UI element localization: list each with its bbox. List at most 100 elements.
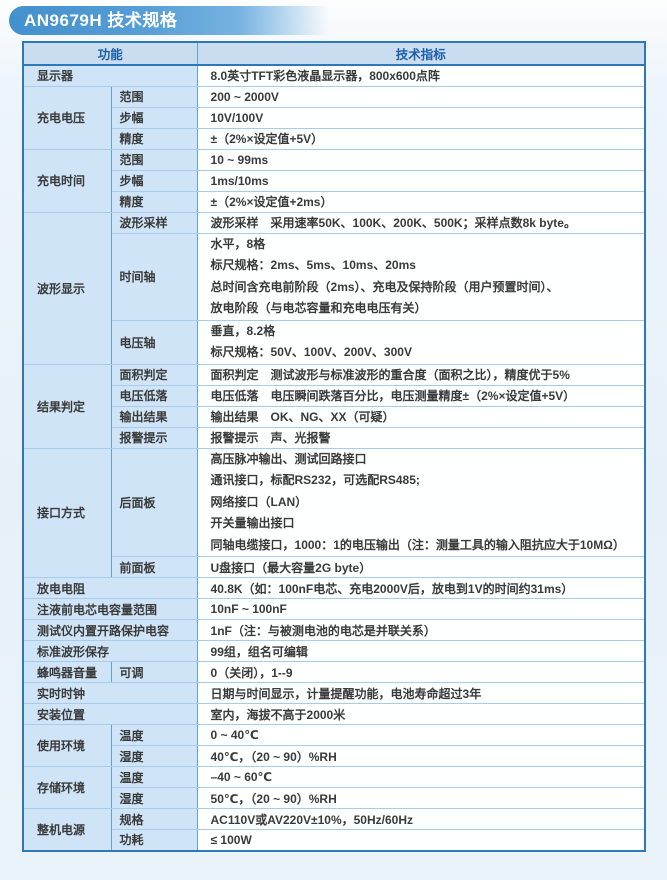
rear-panel-line: 通讯接口，标配RS232，可选配RS485; bbox=[210, 473, 420, 487]
waveform-storage-value: 99组，组名可编辑 bbox=[196, 640, 646, 662]
row-installation: 安装位置 室内，海拔不高于2000米 bbox=[22, 703, 646, 725]
row-time-axis: 时间轴 水平，8格 标尺规格：2ms、5ms、10ms、20ms 总时间含充电前… bbox=[23, 232, 646, 321]
alarm-value: 报警提示 声、光报警 bbox=[196, 426, 646, 449]
waveform-sampling-value: 波形采样 采用速率50K、100K、200K、500K；采样点数8k byte。 bbox=[196, 211, 646, 234]
power-group-label: 整机电源 bbox=[22, 808, 112, 851]
charge-time-accuracy-value: ±（2%×设定值+2ms） bbox=[196, 190, 646, 213]
time-axis-label: 时间轴 bbox=[110, 232, 198, 321]
area-judge-label: 面积判定 bbox=[110, 363, 198, 386]
row-area-judge: 结果判定 面积判定 面积判定 测试波形与标准波形的重合度（面积之比），精度优于5… bbox=[22, 363, 646, 449]
capacity-range-label: 注液前电芯电容量范围 bbox=[22, 598, 198, 620]
row-charge-time-accuracy: 精度 ±（2%×设定值+2ms） bbox=[23, 190, 646, 213]
row-waveform-storage: 标准波形保存 99组，组名可编辑 bbox=[22, 640, 646, 662]
row-capacity-range: 注液前电芯电容量范围 10nF ~ 100nF bbox=[22, 598, 646, 620]
buzzer-value: 0（关闭），1--9 bbox=[196, 661, 646, 683]
row-charge-time-range: 充电时间 范围 10 ~ 99ms bbox=[22, 148, 646, 213]
row-display: 显示器 8.0英寸TFT彩色液晶显示器，800x600点阵 bbox=[22, 64, 646, 87]
time-axis-line: 放电阶段（与电芯容量和充电电压有关） bbox=[210, 301, 427, 315]
row-voltage-drop: 电压低落 电压低落 电压瞬间跌落百分比，电压测量精度±（2%×设定值+5V） bbox=[23, 384, 646, 407]
display-label: 显示器 bbox=[22, 64, 198, 87]
discharge-resistance-label: 放电电阻 bbox=[22, 577, 198, 599]
area-judge-value: 面积判定 测试波形与标准波形的重合度（面积之比），精度优于5% bbox=[196, 363, 646, 386]
clock-label: 实时时钟 bbox=[22, 682, 198, 704]
column-header-index: 技术指标 bbox=[196, 41, 646, 66]
display-value: 8.0英寸TFT彩色液晶显示器，800x600点阵 bbox=[196, 64, 646, 87]
result-judge-group-label: 结果判定 bbox=[22, 363, 112, 449]
operating-temperature-label: 温度 bbox=[110, 724, 198, 746]
row-power-consumption: 功耗 ≤ 100W bbox=[23, 829, 646, 851]
column-header-function: 功能 bbox=[22, 41, 198, 66]
installation-value: 室内，海拔不高于2000米 bbox=[196, 703, 646, 725]
waveform-display-group-label: 波形显示 bbox=[22, 211, 112, 365]
charge-voltage-step-label: 步幅 bbox=[110, 106, 198, 129]
storage-humidity-label: 湿度 bbox=[110, 787, 198, 809]
power-consumption-label: 功耗 bbox=[110, 829, 198, 851]
power-spec-label: 规格 bbox=[110, 808, 198, 830]
charge-time-group-label: 充电时间 bbox=[22, 148, 112, 213]
discharge-resistance-value: 40.8K（如：100nF电芯、充电2000V后，放电到1V的时间约31ms） bbox=[196, 577, 646, 599]
voltage-axis-value: 垂直，8.2格 标尺规格：50V、100V、200V、300V bbox=[196, 319, 646, 365]
waveform-storage-label: 标准波形保存 bbox=[22, 640, 198, 662]
installation-label: 安装位置 bbox=[22, 703, 198, 725]
spec-table: 功能 技术指标 显示器 8.0英寸TFT彩色液晶显示器，800x600点阵 充电… bbox=[22, 41, 647, 852]
row-storage-temperature: 存储环境 温度 –40 ~ 60℃ bbox=[22, 766, 646, 809]
row-charge-time-step: 步幅 1ms/10ms bbox=[23, 169, 646, 192]
operating-humidity-label: 湿度 bbox=[110, 745, 198, 767]
row-operating-humidity: 湿度 40℃，（20 ~ 90）%RH bbox=[23, 745, 646, 767]
rear-panel-label: 后面板 bbox=[110, 447, 198, 557]
charge-time-accuracy-label: 精度 bbox=[110, 190, 198, 213]
row-buzzer: 蜂鸣器音量 可调 0（关闭），1--9 bbox=[22, 661, 646, 683]
clock-value: 日期与时间显示，计量提醒功能，电池寿命超过3年 bbox=[196, 682, 646, 704]
charge-voltage-step-value: 10V/100V bbox=[196, 106, 646, 129]
storage-temperature-value: –40 ~ 60℃ bbox=[196, 766, 646, 788]
front-panel-value: U盘接口（最大容量2G byte） bbox=[196, 556, 646, 578]
voltage-drop-value: 电压低落 电压瞬间跌落百分比，电压测量精度±（2%×设定值+5V） bbox=[196, 384, 646, 407]
table-header-row: 功能 技术指标 bbox=[22, 41, 646, 66]
voltage-axis-line: 垂直，8.2格 bbox=[210, 323, 276, 338]
row-output-result: 输出结果 输出结果 OK、NG、XX（可疑） bbox=[23, 405, 646, 428]
voltage-axis-line: 标尺规格：50V、100V、200V、300V bbox=[210, 345, 412, 359]
row-front-panel: 前面板 U盘接口（最大容量2G byte） bbox=[23, 556, 646, 578]
charge-time-range-value: 10 ~ 99ms bbox=[196, 148, 646, 171]
time-axis-line: 总时间含充电前阶段（2ms）、充电及保持阶段（用户预置时间）、 bbox=[210, 279, 559, 294]
voltage-drop-label: 电压低落 bbox=[110, 384, 198, 407]
charge-time-step-value: 1ms/10ms bbox=[196, 169, 646, 192]
operating-env-group-label: 使用环境 bbox=[22, 724, 112, 767]
rear-panel-line: 网络接口（LAN） bbox=[210, 494, 308, 509]
row-alarm: 报警提示 报警提示 声、光报警 bbox=[23, 426, 646, 449]
power-consumption-value: ≤ 100W bbox=[196, 829, 646, 851]
row-clock: 实时时钟 日期与时间显示，计量提醒功能，电池寿命超过3年 bbox=[22, 682, 646, 704]
row-storage-humidity: 湿度 50℃，（20 ~ 90）%RH bbox=[23, 787, 646, 809]
row-charge-voltage-accuracy: 精度 ±（2%×设定值+5V） bbox=[23, 127, 646, 150]
protection-capacitor-value: 1nF（注：与被测电池的电芯是并联关系） bbox=[196, 619, 646, 641]
power-spec-value: AC110V或AV220V±10%，50Hz/60Hz bbox=[196, 808, 646, 830]
row-charge-voltage-range: 充电电压 范围 200 ~ 2000V bbox=[22, 85, 646, 150]
charge-voltage-range-label: 范围 bbox=[110, 85, 198, 108]
charge-voltage-group-label: 充电电压 bbox=[22, 85, 112, 150]
row-waveform-sampling: 波形显示 波形采样 波形采样 采用速率50K、100K、200K、500K；采样… bbox=[22, 211, 646, 365]
charge-time-range-label: 范围 bbox=[110, 148, 198, 171]
rear-panel-value: 高压脉冲输出、测试回路接口 通讯接口，标配RS232，可选配RS485; 网络接… bbox=[196, 447, 646, 557]
row-voltage-axis: 电压轴 垂直，8.2格 标尺规格：50V、100V、200V、300V bbox=[23, 319, 646, 365]
row-protection-capacitor: 测试仪内置开路保护电容 1nF（注：与被测电池的电芯是并联关系） bbox=[22, 619, 646, 641]
rear-panel-line: 开关量输出接口 bbox=[210, 516, 295, 530]
voltage-axis-label: 电压轴 bbox=[110, 319, 198, 365]
output-result-label: 输出结果 bbox=[110, 405, 198, 428]
row-rear-panel: 接口方式 后面板 高压脉冲输出、测试回路接口 通讯接口，标配RS232，可选配R… bbox=[22, 447, 646, 578]
buzzer-label: 蜂鸣器音量 bbox=[22, 661, 112, 683]
row-operating-temperature: 使用环境 温度 0 ~ 40℃ bbox=[22, 724, 646, 767]
time-axis-line: 水平，8格 bbox=[210, 236, 266, 251]
alarm-label: 报警提示 bbox=[110, 426, 198, 449]
charge-voltage-accuracy-value: ±（2%×设定值+5V） bbox=[196, 127, 646, 150]
waveform-sampling-label: 波形采样 bbox=[110, 211, 198, 234]
row-power-spec: 整机电源 规格 AC110V或AV220V±10%，50Hz/60Hz bbox=[22, 808, 646, 851]
time-axis-line: 标尺规格：2ms、5ms、10ms、20ms bbox=[210, 258, 416, 272]
rear-panel-line: 高压脉冲输出、测试回路接口 bbox=[210, 451, 367, 466]
storage-humidity-value: 50℃，（20 ~ 90）%RH bbox=[196, 787, 646, 809]
row-discharge-resistance: 放电电阻 40.8K（如：100nF电芯、充电2000V后，放电到1V的时间约3… bbox=[22, 577, 646, 599]
charge-voltage-accuracy-label: 精度 bbox=[110, 127, 198, 150]
operating-temperature-value: 0 ~ 40℃ bbox=[196, 724, 646, 746]
front-panel-label: 前面板 bbox=[110, 556, 198, 578]
page-title: AN9679H 技术规格 bbox=[9, 6, 339, 35]
capacity-range-value: 10nF ~ 100nF bbox=[196, 598, 646, 620]
